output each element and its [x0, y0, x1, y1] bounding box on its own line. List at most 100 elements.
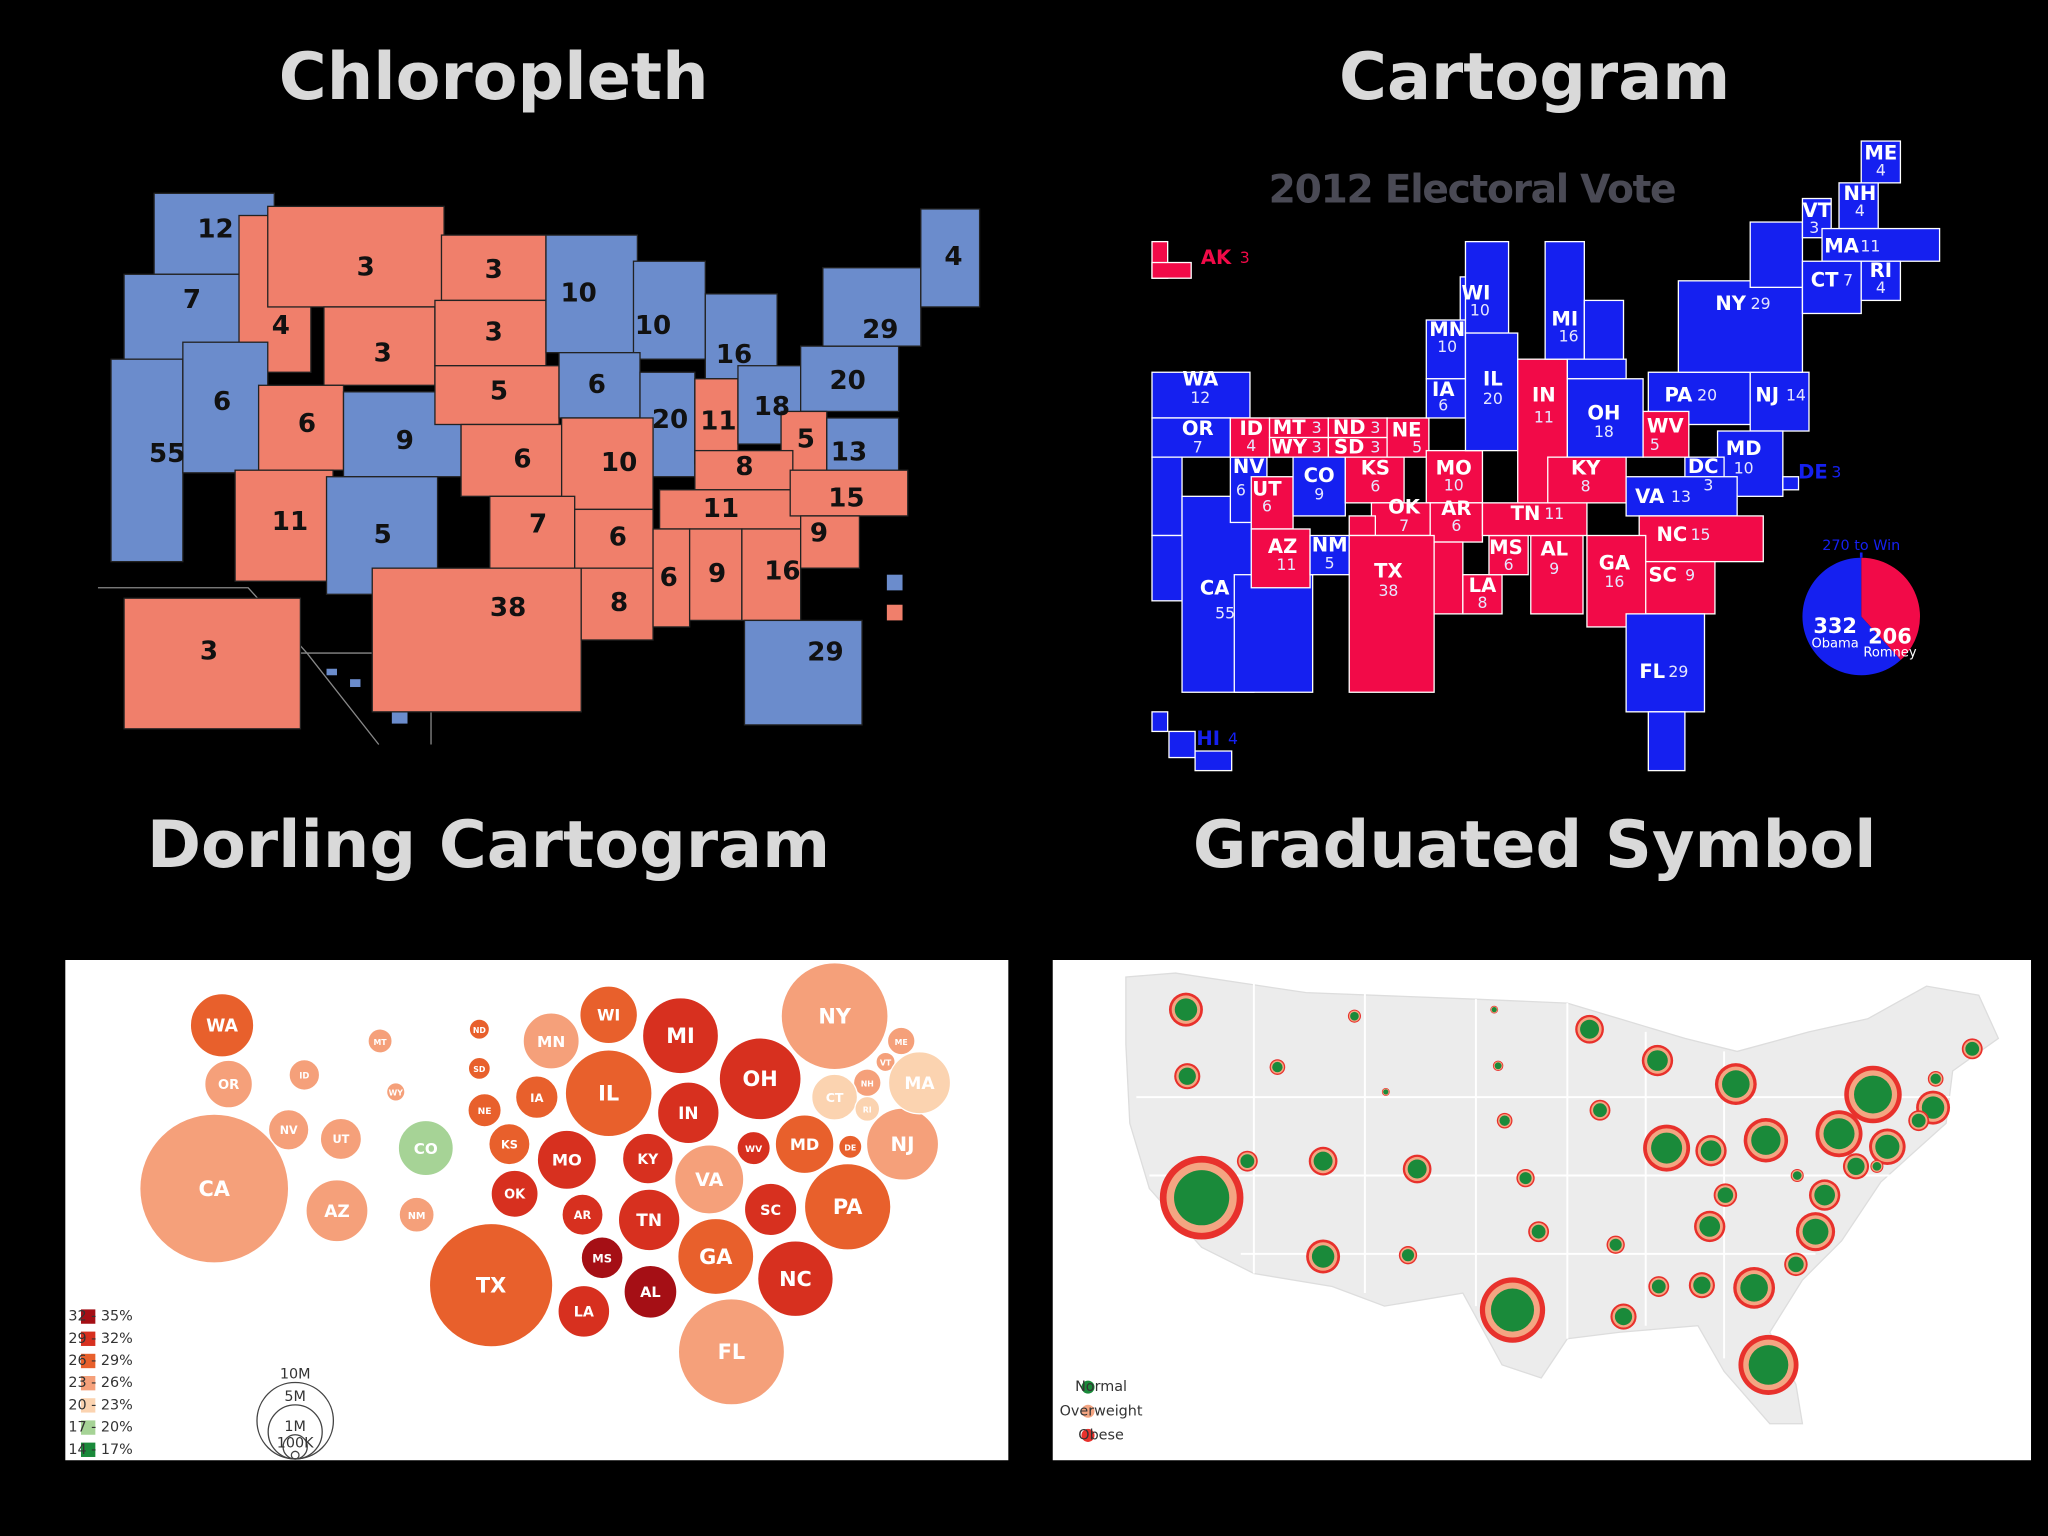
state-block	[1151, 261, 1192, 279]
state-votes: 7	[1399, 516, 1409, 535]
state-votes: 9	[1549, 559, 1559, 578]
state-code: NM	[408, 1211, 426, 1222]
state-block	[1151, 456, 1183, 537]
state-code: MO	[552, 1151, 582, 1170]
electoral-votes: 6	[513, 444, 531, 474]
state-votes: 6	[1370, 477, 1380, 496]
state-votes: 11	[1544, 504, 1564, 523]
state-code: IA	[530, 1091, 543, 1105]
state-votes: 18	[1594, 422, 1614, 441]
electoral-votes: 7	[529, 510, 547, 540]
electoral-votes: 6	[588, 370, 606, 400]
electoral-votes: 3	[374, 338, 392, 368]
state-votes: 38	[1378, 581, 1398, 600]
state-code: NY	[1715, 292, 1746, 315]
state-code: IN	[678, 1103, 698, 1123]
normal-core	[1383, 1089, 1389, 1095]
state	[743, 619, 863, 726]
normal-core	[1350, 1011, 1359, 1021]
electoral-votes: 3	[200, 636, 218, 666]
electoral-votes: 9	[396, 426, 414, 456]
state-code: AR	[574, 1209, 592, 1222]
state-circle	[780, 962, 889, 1071]
state-votes: 11	[1860, 236, 1880, 255]
state-code: SD	[473, 1065, 486, 1074]
state	[460, 423, 573, 497]
state-circle	[736, 1130, 771, 1166]
pie-slice	[1861, 557, 1921, 661]
state-code: PA	[1665, 383, 1694, 406]
state-circle	[139, 1113, 290, 1264]
normal-core	[1272, 1061, 1283, 1073]
normal-core	[1722, 1070, 1750, 1098]
state-block	[1547, 456, 1627, 504]
state	[123, 597, 302, 730]
legend-label: 32 - 35%	[68, 1309, 133, 1325]
legend-dot	[1081, 1428, 1095, 1442]
state-votes: 3	[1312, 418, 1322, 437]
legend-label: 23 - 26%	[68, 1375, 133, 1391]
pie-slice	[1802, 557, 1901, 676]
state-block	[1425, 319, 1467, 380]
normal-core	[1407, 1159, 1427, 1179]
state	[737, 365, 802, 445]
normal-core	[1174, 1170, 1230, 1226]
state-code: SD	[1334, 436, 1364, 459]
state-votes: 5	[1325, 554, 1335, 573]
state-block	[1860, 140, 1902, 184]
state-code: MD	[1726, 437, 1762, 460]
electoral-votes: 20	[830, 366, 866, 396]
state-code: NM	[1312, 533, 1348, 556]
state	[489, 495, 576, 569]
state-code: NV	[280, 1124, 298, 1137]
electoral-votes: 7	[183, 285, 201, 315]
normal-core	[1311, 1245, 1335, 1268]
state-code: TX	[476, 1274, 506, 1298]
state-code: WY	[1271, 436, 1308, 459]
state-block	[1544, 240, 1585, 360]
state-code: NJ	[891, 1133, 915, 1156]
electoral-votes: 55	[149, 439, 185, 469]
legend-dot	[1081, 1380, 1095, 1394]
state-block	[1425, 449, 1484, 504]
normal-core	[1792, 1171, 1802, 1180]
state-code: GA	[1599, 552, 1631, 575]
state-code: AL	[640, 1284, 661, 1301]
state-votes: 20	[1697, 385, 1717, 404]
state-block	[1151, 371, 1251, 419]
state-votes: 29	[1668, 662, 1688, 681]
normal-core	[1519, 1172, 1532, 1185]
state-votes: 16	[1604, 572, 1624, 591]
state-votes: 8	[1477, 593, 1487, 612]
state	[234, 469, 334, 582]
state	[574, 508, 654, 569]
state-code: NY	[818, 1004, 851, 1028]
legend-swatch	[80, 1442, 96, 1457]
panel-title: Dorling Cartogram	[147, 807, 830, 883]
state-block	[1625, 476, 1738, 517]
scale-label: 5M	[284, 1389, 306, 1405]
state-circle	[617, 1188, 681, 1252]
electoral-votes: 11	[272, 507, 308, 537]
state-code: IL	[598, 1082, 619, 1106]
state-circle	[189, 992, 255, 1058]
state-code: WI	[597, 1006, 620, 1025]
legend-swatch	[80, 1420, 96, 1435]
state-votes: 9	[1685, 566, 1695, 585]
state-block	[1229, 417, 1271, 458]
electoral-votes: 4	[272, 311, 290, 341]
state	[545, 234, 639, 354]
electoral-votes: 3	[357, 252, 375, 282]
state-code: MN	[537, 1033, 565, 1051]
normal-core	[1847, 1157, 1865, 1175]
state-code: OK	[1388, 496, 1421, 519]
state-code: CO	[1304, 464, 1335, 487]
normal-core	[1814, 1184, 1835, 1206]
state-code: AZ	[324, 1202, 350, 1222]
state-code: AL	[1540, 537, 1568, 560]
state	[741, 528, 802, 622]
state-block	[1586, 534, 1647, 628]
electoral-votes: 29	[862, 315, 898, 345]
state-block	[1292, 456, 1346, 517]
